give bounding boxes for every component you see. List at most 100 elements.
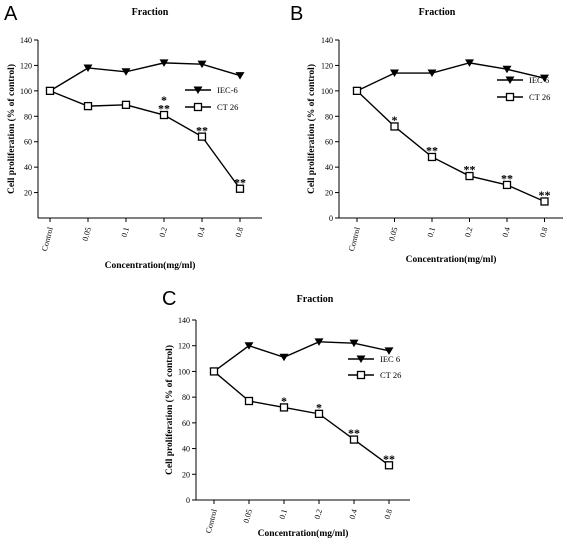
data-point [540,74,549,83]
y-tick-label: 60 [24,138,32,147]
significance-marker: * [316,400,322,414]
significance-marker: ** [234,175,246,189]
chart-panel-a: A Fraction 20 40 60 80 100 120 140 Control 0.05 0.1… [4,3,262,271]
data-point [83,64,93,72]
x-axis-label: Concentration(mg/ml) [406,254,497,265]
data-point [197,132,207,141]
y-tick-label: 120 [178,342,190,351]
significance-marker: * [161,93,167,107]
data-point [502,65,512,74]
data-point [244,396,254,406]
data-point [502,180,512,190]
series-line [213,341,390,372]
data-point [540,197,549,206]
x-tick-label: 0.2 [158,226,169,238]
data-point [244,342,254,350]
y-axis-label: Cell proliferation (% of control) [306,64,317,194]
chart-panel-c: C Fraction 0 20 40 60 80 100 120 140 Control 0.05 0.… [162,288,410,539]
significance-marker: ** [348,426,360,440]
data-point [314,338,324,346]
series-line [49,90,241,190]
y-tick-label: 100 [321,87,333,96]
y-tick-label: 120 [20,61,32,70]
data-point [235,72,245,80]
significance-marker: ** [501,172,513,186]
series-ct-26 [352,86,549,206]
series-line [213,370,390,466]
data-point [159,110,169,120]
y-tick-label: 20 [24,189,32,198]
significance-marker: ** [539,188,551,202]
significance-marker: ** [158,102,170,116]
x-tick-label: 0.4 [348,508,359,520]
series-line [49,62,241,92]
y-axis-label: Cell proliferation (% of control) [6,64,17,194]
y-tick-label: 40 [325,163,333,172]
panel-letter: C [162,288,176,310]
legend-label: CT 26 [529,92,550,102]
x-tick-label: 0.1 [120,226,131,238]
series-iec-6 [352,59,549,95]
x-axis-label: Concentration(mg/ml) [258,528,349,539]
x-tick-label: 0.05 [387,226,399,242]
legend-marker [356,355,366,363]
x-tick-label: 0.8 [383,508,394,520]
chart-title: Fraction [297,294,334,305]
data-point [159,59,169,67]
panel-letter: B [290,3,303,25]
data-point [349,435,359,444]
significance-marker: ** [464,163,476,177]
legend-label: IEC 6 [529,75,549,85]
x-tick-label: 0.05 [81,226,93,242]
data-point [83,101,93,111]
series-ct-26 [45,86,245,193]
chart-title: Fraction [132,7,169,18]
y-tick-label: 100 [20,87,32,96]
x-tick-label: Control [204,507,219,534]
y-tick-label: 120 [321,61,333,70]
x-tick-label: 0.05 [242,508,254,524]
y-tick-label: 40 [24,163,32,172]
y-tick-label: 140 [321,36,333,45]
y-tick-label: 60 [325,138,333,147]
legend-marker [356,370,366,380]
x-tick-label: 0.4 [196,226,207,238]
data-point [45,86,55,96]
data-point [390,122,399,131]
x-tick-label: 0.2 [313,508,324,520]
x-tick-label: Control [347,225,362,252]
panel-letter: A [4,3,18,25]
legend-marker [193,86,203,94]
data-point [197,60,207,69]
x-axis-label: Concentration(mg/ml) [105,260,196,271]
series-iec-6 [209,338,394,376]
data-point [314,409,324,419]
legend-label: CT 26 [217,102,238,112]
y-tick-label: 0 [329,214,333,223]
x-tick-label: Control [40,225,55,252]
legend-marker [505,76,515,84]
series-iec-6 [45,59,245,95]
legend-label: IEC 6 [380,354,400,364]
legend-marker [505,92,515,102]
y-tick-label: 20 [182,470,190,479]
x-tick-label: 0.1 [426,226,437,238]
x-tick-label: 0.8 [538,226,549,238]
data-point [235,184,245,193]
significance-marker: * [281,394,287,408]
x-tick-label: 0.8 [234,226,245,238]
series-line [356,62,545,92]
data-point [349,339,359,348]
data-point [209,367,219,376]
x-tick-label: 0.4 [501,226,512,238]
data-point [465,59,474,67]
y-tick-label: 20 [325,189,333,198]
legend-label: IEC-6 [217,85,238,95]
data-point [279,403,289,412]
data-point [427,69,437,78]
x-tick-label: 0.2 [463,226,474,238]
y-tick-label: 80 [24,112,32,121]
chart-panel-b: B Fraction 0 20 40 60 80 100 120 140 Control 0.05 0.… [290,3,563,265]
legend-marker [193,102,203,112]
data-point [384,461,394,470]
